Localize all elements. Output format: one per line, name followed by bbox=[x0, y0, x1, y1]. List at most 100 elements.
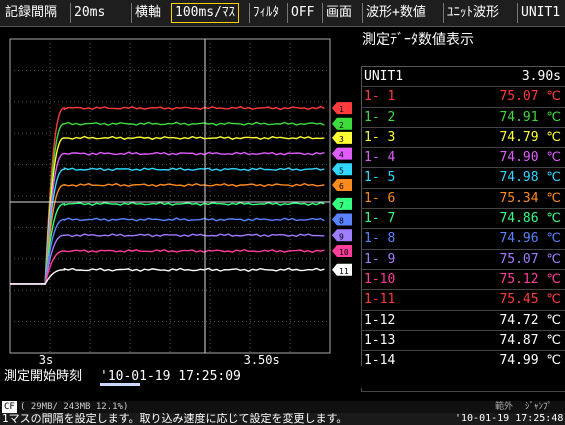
channel-value: 74.98 ℃ bbox=[499, 170, 561, 186]
channel-tag-shape bbox=[332, 229, 352, 242]
channel-tag-shape bbox=[332, 131, 352, 144]
trace-line bbox=[10, 105, 325, 285]
scroll-indicator[interactable] bbox=[100, 383, 140, 386]
channel-tag-label: 9 bbox=[339, 232, 344, 241]
channel-tag-shape bbox=[332, 244, 352, 257]
channel-id: 1- 3 bbox=[364, 129, 396, 145]
channel-tag-shape bbox=[332, 163, 352, 176]
channel-tag-shape bbox=[332, 263, 352, 276]
channel-tag-label: 1 bbox=[339, 105, 344, 114]
help-message: 1マスの間隔を設定します。取り込み速度に応じて設定を変更します。 bbox=[2, 413, 348, 425]
channel-value: 74.79 ℃ bbox=[499, 129, 561, 145]
channel-id: 1- 7 bbox=[364, 211, 396, 227]
out-of-range-indicator: 範外 bbox=[495, 402, 514, 412]
trace-line bbox=[10, 248, 325, 285]
channel-value: 75.07 ℃ bbox=[499, 251, 561, 267]
trace-line bbox=[10, 201, 325, 285]
channel-tag: 1 bbox=[332, 102, 352, 115]
channel-tag: 7 bbox=[332, 197, 352, 210]
channel-tag-shape bbox=[332, 213, 352, 226]
table-row: 1-12 74.72 ℃ bbox=[361, 311, 565, 331]
table-row: 1-10 75.12 ℃ bbox=[361, 270, 565, 291]
channel-value: 74.86 ℃ bbox=[499, 211, 561, 227]
trace-line bbox=[10, 167, 325, 285]
channel-id: 1- 9 bbox=[364, 251, 396, 267]
trace-line bbox=[10, 233, 325, 285]
channel-id: 1-11 bbox=[364, 292, 396, 308]
trace-line bbox=[10, 135, 325, 285]
jump-button[interactable]: ｼﾞｬﾝﾌﾟ bbox=[525, 402, 553, 412]
table-row: 1- 2 74.91 ℃ bbox=[361, 108, 565, 128]
table-row: 1- 1 75.07 ℃ bbox=[361, 87, 565, 108]
channel-tag-shape bbox=[332, 102, 352, 115]
x-tick-label: 3s bbox=[39, 353, 53, 366]
channel-tag: 4 bbox=[332, 147, 352, 160]
channel-id: 1- 6 bbox=[364, 190, 396, 206]
channel-tag-shape bbox=[332, 147, 352, 160]
table-header: UNIT1 3.90s bbox=[361, 66, 565, 88]
channel-tag: 10 bbox=[332, 244, 352, 257]
status-bar: CF ( 29MB/ 243MB 12.1%) 範外 ｼﾞｬﾝﾌﾟ bbox=[0, 401, 565, 413]
table-row: 1-11 75.45 ℃ bbox=[361, 290, 565, 311]
channel-id: 1-13 bbox=[364, 332, 396, 348]
channel-id: 1-12 bbox=[364, 312, 396, 328]
channel-id: 1- 4 bbox=[364, 150, 396, 166]
channel-tag-label: 10 bbox=[339, 248, 349, 257]
waveform-plot[interactable]: 1 2 3 4 5 6 7 8 9 10 11 3s 3.50s bbox=[0, 27, 359, 367]
top-toolbar: 記録間隔 20ms 横軸 100ms/ﾏｽ ﾌｨﾙﾀ OFF 画面 波形+数値 … bbox=[0, 0, 565, 27]
trace-line bbox=[10, 182, 325, 285]
header-unit: UNIT1 bbox=[364, 69, 404, 84]
plot-grid bbox=[10, 39, 330, 353]
table-row: 1- 3 74.79 ℃ bbox=[361, 128, 565, 149]
channel-value: 75.45 ℃ bbox=[499, 292, 561, 308]
trace-line bbox=[10, 151, 325, 285]
trace-line bbox=[10, 267, 325, 285]
channel-id: 1- 2 bbox=[364, 109, 396, 125]
clock: '10-01-19 17:25:48 bbox=[455, 413, 564, 424]
screen-value[interactable]: 波形+数値 bbox=[362, 3, 429, 23]
unit-value[interactable]: UNIT1 bbox=[517, 3, 563, 23]
values-table: UNIT1 3.90s 1- 1 75.07 ℃ 1- 2 74.91 ℃ 1- 3 74… bbox=[361, 66, 565, 392]
storage-prefix: CF bbox=[2, 401, 17, 413]
channel-value: 75.34 ℃ bbox=[499, 190, 561, 206]
screen-label: 画面 bbox=[322, 3, 355, 23]
channel-tag: 11 bbox=[332, 263, 352, 276]
table-row: 1- 5 74.98 ℃ bbox=[361, 168, 565, 189]
filter-value[interactable]: OFF bbox=[287, 3, 317, 23]
channel-tag-label: 5 bbox=[339, 166, 344, 175]
x-tick-label: 3.50s bbox=[244, 353, 280, 366]
channel-tag: 3 bbox=[332, 131, 352, 144]
table-row: 1- 9 75.07 ℃ bbox=[361, 250, 565, 270]
channel-value: 75.12 ℃ bbox=[499, 271, 561, 287]
channel-tag-shape bbox=[332, 179, 352, 192]
channel-tag-shape bbox=[332, 197, 352, 210]
channel-tag-label: 7 bbox=[339, 201, 344, 210]
horiz-axis-value[interactable]: 100ms/ﾏｽ bbox=[171, 3, 239, 23]
table-row: 1- 6 75.34 ℃ bbox=[361, 189, 565, 210]
waveform-canvas: 1 2 3 4 5 6 7 8 9 10 11 3s 3.50s bbox=[9, 38, 352, 367]
channel-tag-shape bbox=[332, 117, 352, 130]
channel-value: 74.87 ℃ bbox=[499, 332, 561, 348]
channel-tag-label: 8 bbox=[339, 217, 344, 226]
table-row: 1- 4 74.90 ℃ bbox=[361, 148, 565, 169]
table-row: 1- 8 74.96 ℃ bbox=[361, 229, 565, 250]
channel-tag-label: 2 bbox=[339, 121, 344, 130]
channel-value: 74.96 ℃ bbox=[499, 231, 561, 247]
channel-value: 74.91 ℃ bbox=[499, 109, 561, 125]
channel-value: 74.99 ℃ bbox=[499, 353, 561, 369]
channel-id: 1- 1 bbox=[364, 89, 396, 105]
channel-tag-label: 4 bbox=[339, 151, 344, 160]
filter-label: ﾌｨﾙﾀ bbox=[249, 3, 282, 23]
channel-id: 1-14 bbox=[364, 353, 396, 369]
trace-line bbox=[10, 217, 325, 285]
channel-tag: 2 bbox=[332, 117, 352, 130]
channel-id: 1- 8 bbox=[364, 231, 396, 247]
record-interval-value[interactable]: 20ms bbox=[70, 3, 108, 23]
start-time-label: 測定開始時刻 bbox=[4, 369, 83, 384]
unit-wave-label: ﾕﾆｯﾄ波形 bbox=[443, 3, 502, 23]
storage-info: ( 29MB/ 243MB 12.1%) bbox=[20, 402, 129, 412]
channel-tag-label: 11 bbox=[339, 267, 349, 276]
channel-tags: 1 2 3 4 5 6 7 8 9 10 11 bbox=[332, 102, 352, 276]
channel-value: 74.90 ℃ bbox=[499, 150, 561, 166]
channel-tag: 9 bbox=[332, 229, 352, 242]
